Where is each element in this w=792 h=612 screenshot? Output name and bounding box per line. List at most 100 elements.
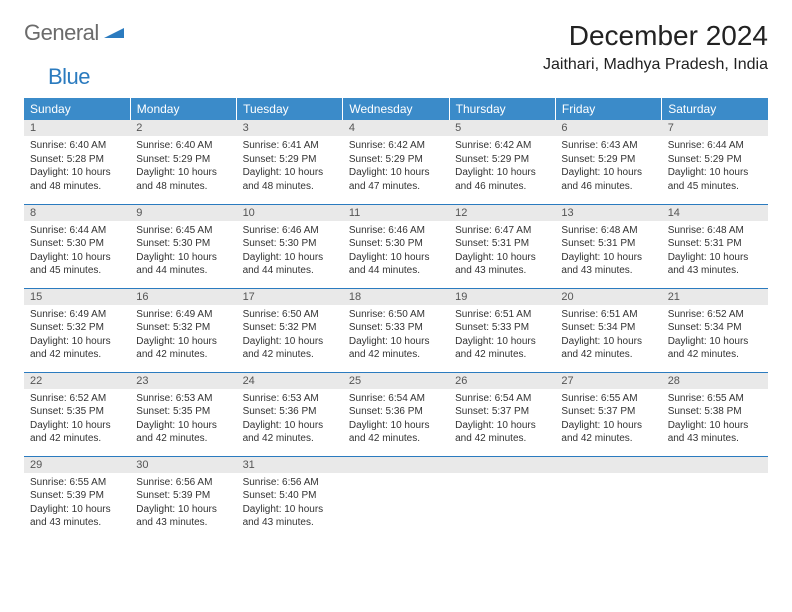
day-body: Sunrise: 6:48 AMSunset: 5:31 PMDaylight:… [662, 221, 768, 282]
calendar-cell-empty [449, 456, 555, 540]
day-body: Sunrise: 6:42 AMSunset: 5:29 PMDaylight:… [343, 136, 449, 197]
month-title: December 2024 [543, 20, 768, 52]
day-body: Sunrise: 6:54 AMSunset: 5:36 PMDaylight:… [343, 389, 449, 450]
day-body: Sunrise: 6:55 AMSunset: 5:39 PMDaylight:… [24, 473, 130, 534]
calendar-row: 8Sunrise: 6:44 AMSunset: 5:30 PMDaylight… [24, 204, 768, 288]
day-number: 7 [662, 120, 768, 136]
day-body: Sunrise: 6:56 AMSunset: 5:40 PMDaylight:… [237, 473, 343, 534]
calendar-table: SundayMondayTuesdayWednesdayThursdayFrid… [24, 98, 768, 540]
day-number: 8 [24, 205, 130, 221]
day-body: Sunrise: 6:43 AMSunset: 5:29 PMDaylight:… [555, 136, 661, 197]
day-body: Sunrise: 6:45 AMSunset: 5:30 PMDaylight:… [130, 221, 236, 282]
day-body: Sunrise: 6:54 AMSunset: 5:37 PMDaylight:… [449, 389, 555, 450]
calendar-cell: 3Sunrise: 6:41 AMSunset: 5:29 PMDaylight… [237, 120, 343, 204]
day-number: 20 [555, 289, 661, 305]
day-number: 9 [130, 205, 236, 221]
calendar-cell: 13Sunrise: 6:48 AMSunset: 5:31 PMDayligh… [555, 204, 661, 288]
day-body: Sunrise: 6:40 AMSunset: 5:29 PMDaylight:… [130, 136, 236, 197]
calendar-cell: 9Sunrise: 6:45 AMSunset: 5:30 PMDaylight… [130, 204, 236, 288]
day-body: Sunrise: 6:53 AMSunset: 5:35 PMDaylight:… [130, 389, 236, 450]
day-body: Sunrise: 6:55 AMSunset: 5:38 PMDaylight:… [662, 389, 768, 450]
calendar-cell: 24Sunrise: 6:53 AMSunset: 5:36 PMDayligh… [237, 372, 343, 456]
calendar-cell: 30Sunrise: 6:56 AMSunset: 5:39 PMDayligh… [130, 456, 236, 540]
calendar-cell-empty [343, 456, 449, 540]
calendar-cell: 7Sunrise: 6:44 AMSunset: 5:29 PMDaylight… [662, 120, 768, 204]
day-number: 12 [449, 205, 555, 221]
day-body: Sunrise: 6:52 AMSunset: 5:35 PMDaylight:… [24, 389, 130, 450]
day-body: Sunrise: 6:44 AMSunset: 5:30 PMDaylight:… [24, 221, 130, 282]
calendar-cell: 16Sunrise: 6:49 AMSunset: 5:32 PMDayligh… [130, 288, 236, 372]
calendar-cell: 1Sunrise: 6:40 AMSunset: 5:28 PMDaylight… [24, 120, 130, 204]
day-header-saturday: Saturday [662, 98, 768, 120]
calendar-cell: 4Sunrise: 6:42 AMSunset: 5:29 PMDaylight… [343, 120, 449, 204]
day-body: Sunrise: 6:48 AMSunset: 5:31 PMDaylight:… [555, 221, 661, 282]
day-number: 11 [343, 205, 449, 221]
calendar-body: 1Sunrise: 6:40 AMSunset: 5:28 PMDaylight… [24, 120, 768, 540]
day-body: Sunrise: 6:47 AMSunset: 5:31 PMDaylight:… [449, 221, 555, 282]
day-number: 26 [449, 373, 555, 389]
calendar-cell: 28Sunrise: 6:55 AMSunset: 5:38 PMDayligh… [662, 372, 768, 456]
day-number: 23 [130, 373, 236, 389]
logo: General [24, 20, 126, 46]
day-body: Sunrise: 6:46 AMSunset: 5:30 PMDaylight:… [237, 221, 343, 282]
day-body: Sunrise: 6:56 AMSunset: 5:39 PMDaylight:… [130, 473, 236, 534]
day-body: Sunrise: 6:51 AMSunset: 5:33 PMDaylight:… [449, 305, 555, 366]
calendar-cell: 11Sunrise: 6:46 AMSunset: 5:30 PMDayligh… [343, 204, 449, 288]
day-body: Sunrise: 6:50 AMSunset: 5:33 PMDaylight:… [343, 305, 449, 366]
day-number: 15 [24, 289, 130, 305]
calendar-cell: 27Sunrise: 6:55 AMSunset: 5:37 PMDayligh… [555, 372, 661, 456]
calendar-cell: 17Sunrise: 6:50 AMSunset: 5:32 PMDayligh… [237, 288, 343, 372]
calendar-row: 29Sunrise: 6:55 AMSunset: 5:39 PMDayligh… [24, 456, 768, 540]
logo-triangle-icon [104, 24, 124, 43]
day-body: Sunrise: 6:40 AMSunset: 5:28 PMDaylight:… [24, 136, 130, 197]
calendar-cell: 15Sunrise: 6:49 AMSunset: 5:32 PMDayligh… [24, 288, 130, 372]
day-number: 28 [662, 373, 768, 389]
day-header-monday: Monday [130, 98, 236, 120]
day-number: 19 [449, 289, 555, 305]
day-body: Sunrise: 6:42 AMSunset: 5:29 PMDaylight:… [449, 136, 555, 197]
day-header-row: SundayMondayTuesdayWednesdayThursdayFrid… [24, 98, 768, 120]
day-number: 6 [555, 120, 661, 136]
day-number: 14 [662, 205, 768, 221]
day-number: 29 [24, 457, 130, 473]
calendar-cell: 22Sunrise: 6:52 AMSunset: 5:35 PMDayligh… [24, 372, 130, 456]
day-number: 16 [130, 289, 236, 305]
day-number: 10 [237, 205, 343, 221]
day-number: 25 [343, 373, 449, 389]
calendar-cell: 10Sunrise: 6:46 AMSunset: 5:30 PMDayligh… [237, 204, 343, 288]
calendar-cell: 5Sunrise: 6:42 AMSunset: 5:29 PMDaylight… [449, 120, 555, 204]
calendar-cell: 29Sunrise: 6:55 AMSunset: 5:39 PMDayligh… [24, 456, 130, 540]
day-number: 18 [343, 289, 449, 305]
logo-text-blue: Blue [48, 64, 90, 89]
day-body: Sunrise: 6:52 AMSunset: 5:34 PMDaylight:… [662, 305, 768, 366]
day-number: 31 [237, 457, 343, 473]
day-number: 2 [130, 120, 236, 136]
calendar-cell: 31Sunrise: 6:56 AMSunset: 5:40 PMDayligh… [237, 456, 343, 540]
day-body: Sunrise: 6:41 AMSunset: 5:29 PMDaylight:… [237, 136, 343, 197]
calendar-row: 1Sunrise: 6:40 AMSunset: 5:28 PMDaylight… [24, 120, 768, 204]
calendar-row: 15Sunrise: 6:49 AMSunset: 5:32 PMDayligh… [24, 288, 768, 372]
day-number: 24 [237, 373, 343, 389]
day-number: 27 [555, 373, 661, 389]
calendar-cell: 2Sunrise: 6:40 AMSunset: 5:29 PMDaylight… [130, 120, 236, 204]
calendar-cell-empty [662, 456, 768, 540]
day-header-tuesday: Tuesday [237, 98, 343, 120]
day-number: 1 [24, 120, 130, 136]
calendar-cell: 23Sunrise: 6:53 AMSunset: 5:35 PMDayligh… [130, 372, 236, 456]
day-number: 21 [662, 289, 768, 305]
day-body: Sunrise: 6:49 AMSunset: 5:32 PMDaylight:… [24, 305, 130, 366]
calendar-cell: 25Sunrise: 6:54 AMSunset: 5:36 PMDayligh… [343, 372, 449, 456]
calendar-cell: 6Sunrise: 6:43 AMSunset: 5:29 PMDaylight… [555, 120, 661, 204]
calendar-cell: 21Sunrise: 6:52 AMSunset: 5:34 PMDayligh… [662, 288, 768, 372]
day-header-wednesday: Wednesday [343, 98, 449, 120]
calendar-cell: 26Sunrise: 6:54 AMSunset: 5:37 PMDayligh… [449, 372, 555, 456]
day-body: Sunrise: 6:53 AMSunset: 5:36 PMDaylight:… [237, 389, 343, 450]
calendar-cell: 19Sunrise: 6:51 AMSunset: 5:33 PMDayligh… [449, 288, 555, 372]
day-header-sunday: Sunday [24, 98, 130, 120]
day-body: Sunrise: 6:50 AMSunset: 5:32 PMDaylight:… [237, 305, 343, 366]
day-number: 17 [237, 289, 343, 305]
day-body: Sunrise: 6:55 AMSunset: 5:37 PMDaylight:… [555, 389, 661, 450]
calendar-cell-empty [555, 456, 661, 540]
day-number: 30 [130, 457, 236, 473]
calendar-cell: 14Sunrise: 6:48 AMSunset: 5:31 PMDayligh… [662, 204, 768, 288]
